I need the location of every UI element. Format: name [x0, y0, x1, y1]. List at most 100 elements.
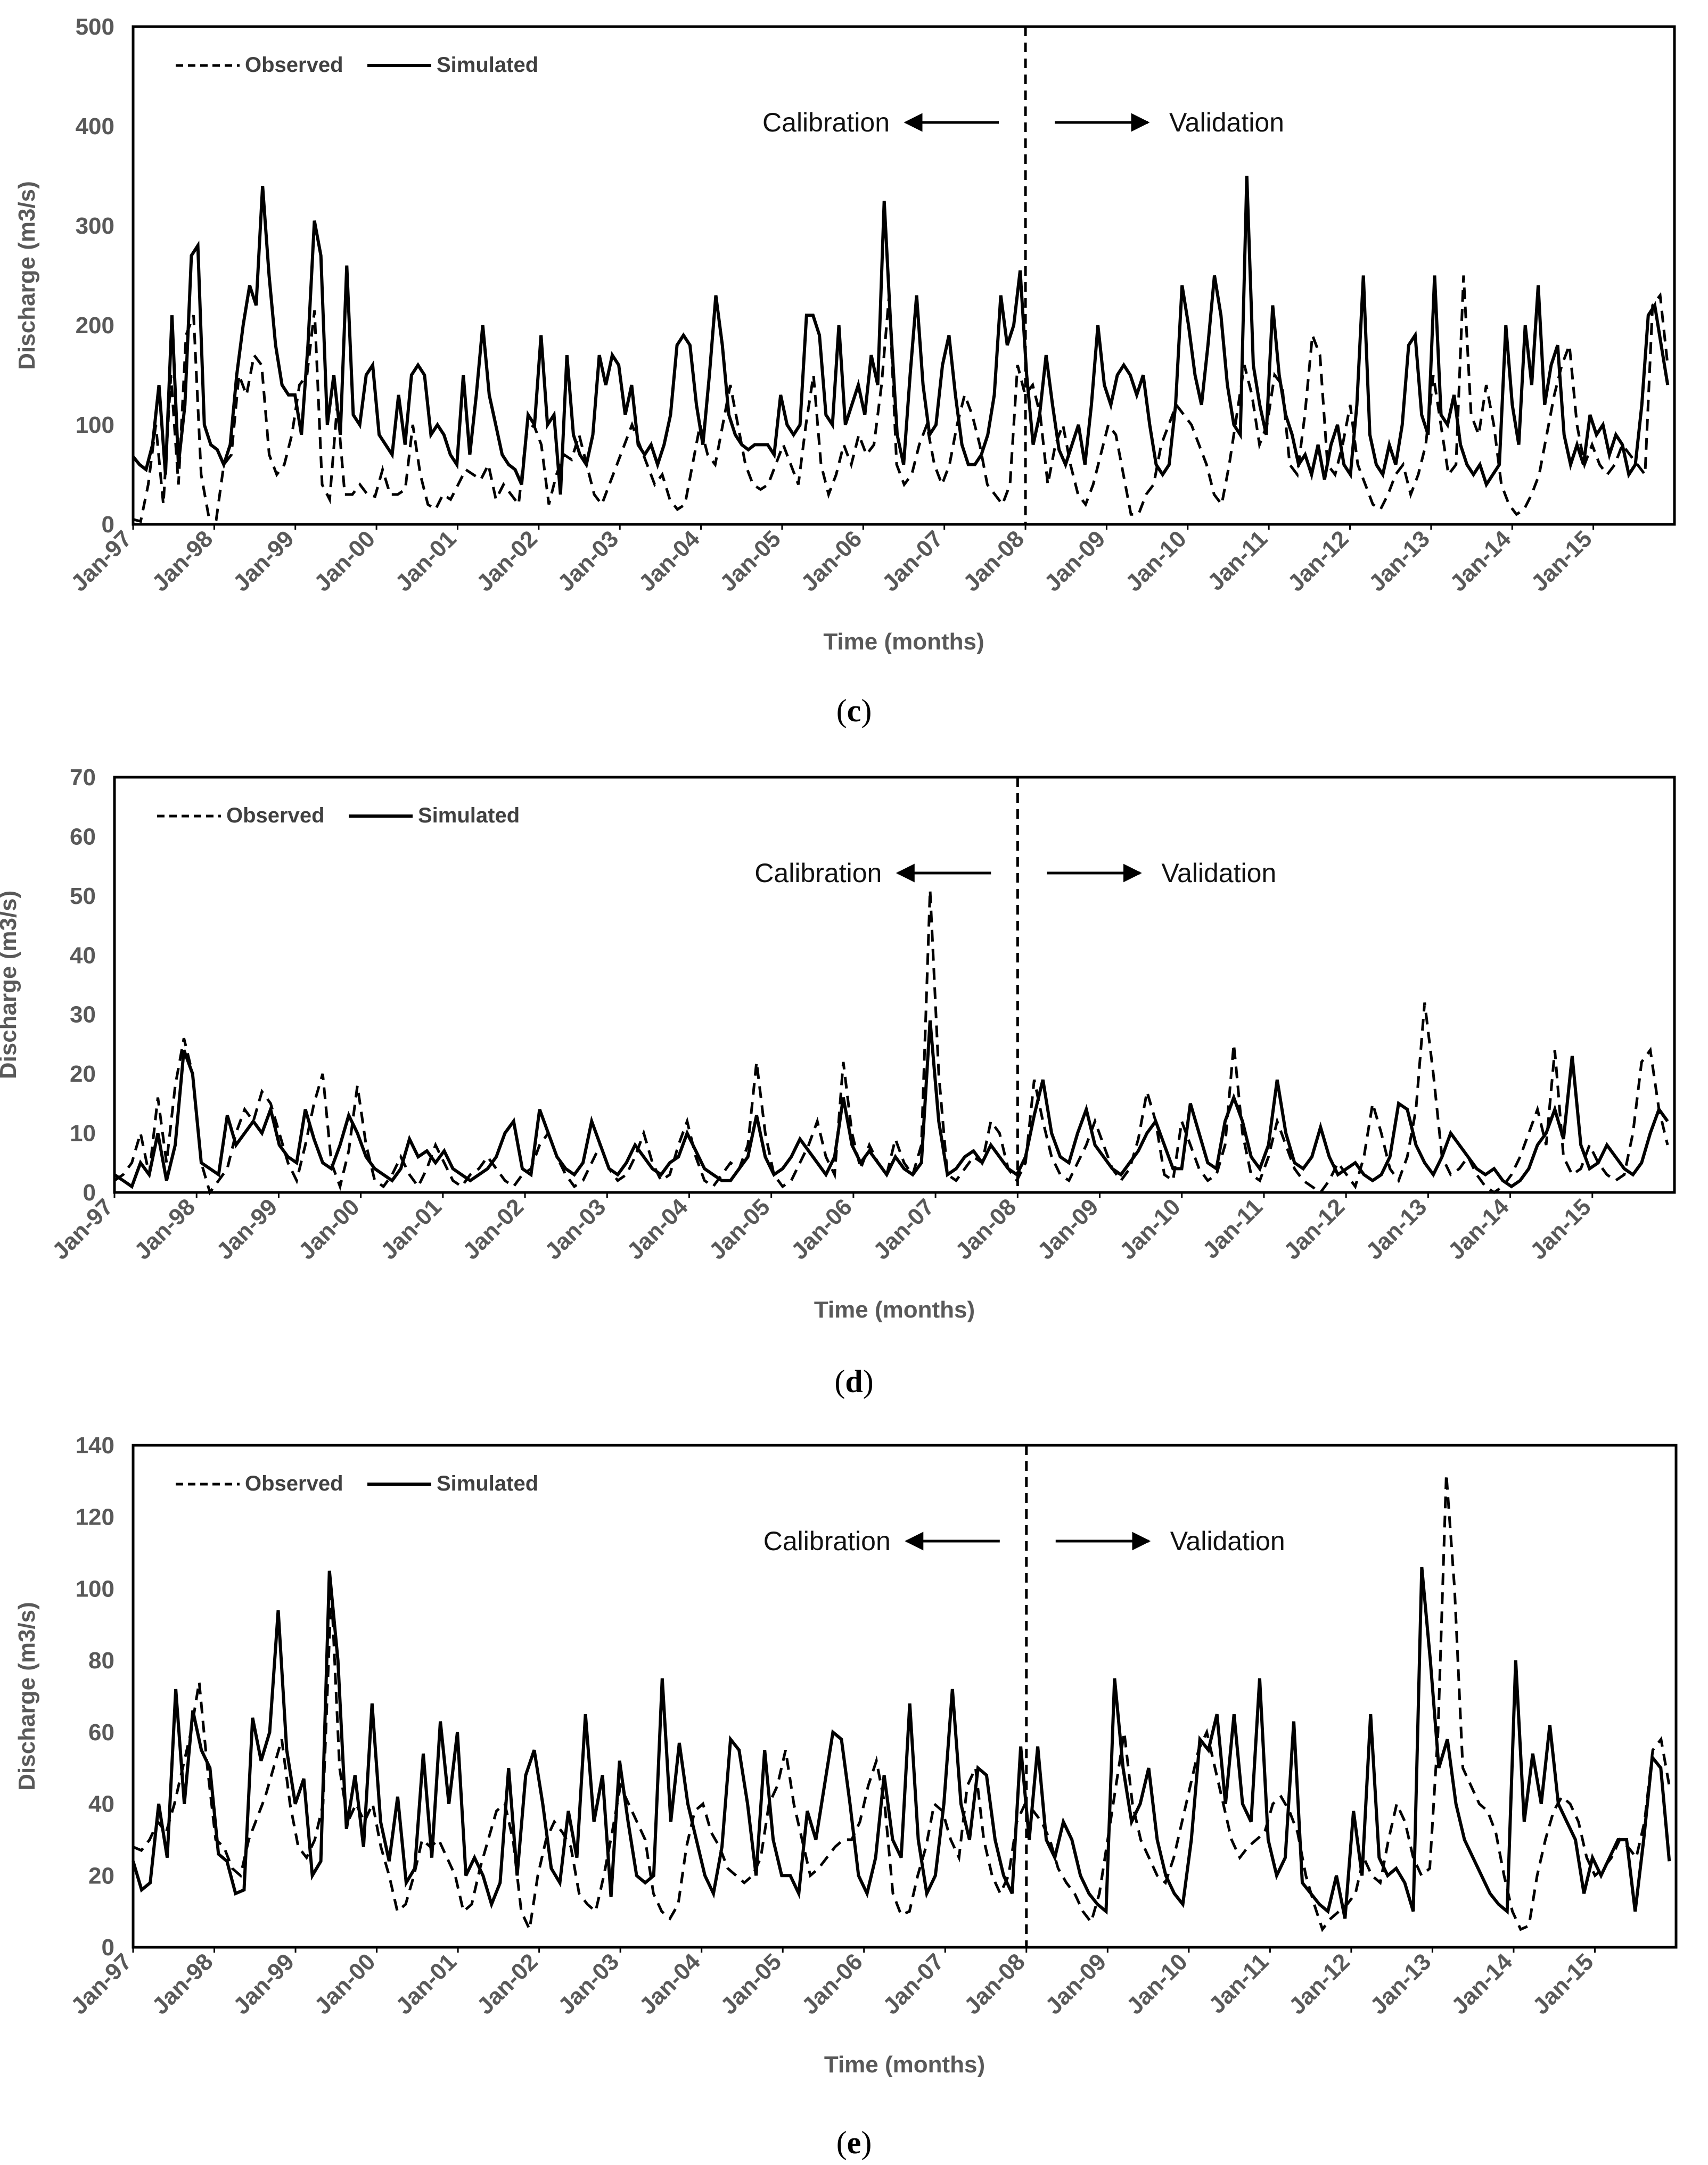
x-axis-ticks: Jan-97 Jan-98 Jan-99 Jan-00 Jan-01 Jan-02 Jan-…	[66, 524, 1597, 597]
legend-simulated-label: Simulated	[437, 1472, 538, 1495]
legend-simulated-label: Simulated	[437, 53, 538, 77]
y-tick-label: 100	[76, 412, 114, 438]
x-tick-label: Jan-06	[786, 1193, 857, 1264]
x-tick-label: Jan-00	[309, 525, 380, 596]
y-axis-title: Discharge (m3/s)	[14, 1602, 40, 1791]
x-tick-label: Jan-03	[553, 1948, 624, 2019]
plot-frame	[132, 25, 1676, 526]
panel-c: 0 100 200 300 400 500 Jan-97 Jan-98 Jan-99 Jan-0…	[14, 14, 1676, 728]
x-tick-label: Jan-11	[1198, 1193, 1268, 1264]
caption-letter: e	[847, 2125, 861, 2160]
panel-caption: (c)	[836, 693, 872, 728]
legend-observed-label: Observed	[245, 53, 343, 77]
x-tick-label: Jan-08	[950, 1193, 1021, 1264]
x-tick-label: Jan-02	[458, 1193, 529, 1264]
x-tick-label: Jan-99	[211, 1193, 282, 1264]
caption-letter: c	[847, 693, 861, 728]
x-tick-label: Jan-98	[129, 1193, 200, 1264]
y-axis-ticks: 0 20 40 60 80 100 120 140	[76, 1433, 114, 1961]
x-tick-label: Jan-03	[540, 1193, 611, 1264]
x-tick-label: Jan-14	[1443, 1193, 1514, 1265]
y-axis-title: Discharge (m3/s)	[0, 891, 21, 1080]
y-tick-label: 60	[88, 1719, 114, 1746]
plot-frame	[132, 1444, 1678, 1949]
x-tick-label: Jan-04	[635, 1948, 706, 2020]
y-tick-label: 100	[76, 1576, 114, 1602]
calibration-label: Calibration	[762, 108, 890, 137]
panel-caption: (e)	[836, 2125, 872, 2160]
x-tick-label: Jan-13	[1361, 1193, 1432, 1264]
x-tick-label: Jan-12	[1279, 1193, 1350, 1264]
caption-letter: d	[845, 1364, 863, 1399]
y-tick-label: 70	[70, 764, 96, 791]
simulated-series-line	[113, 1020, 1669, 1189]
legend-observed-label: Observed	[226, 804, 325, 827]
x-tick-label: Jan-05	[704, 1193, 775, 1264]
y-tick-label: 0	[102, 1934, 114, 1961]
y-tick-label: 20	[88, 1863, 114, 1889]
x-tick-label: Jan-10	[1115, 1193, 1186, 1264]
y-tick-label: 0	[83, 1180, 96, 1206]
x-axis-title: Time (months)	[814, 1297, 975, 1323]
x-tick-label: Jan-01	[390, 525, 461, 596]
x-tick-label: Jan-12	[1283, 525, 1353, 596]
x-tick-label: Jan-00	[293, 1193, 364, 1264]
x-tick-label: Jan-01	[376, 1193, 447, 1264]
y-tick-label: 40	[70, 942, 96, 968]
observed-series-line	[133, 1473, 1671, 1934]
x-tick-label: Jan-08	[959, 1948, 1030, 2019]
y-tick-label: 40	[88, 1791, 114, 1817]
simulated-series-line	[132, 1567, 1671, 1919]
y-axis-ticks: 0 100 200 300 400 500	[76, 14, 114, 538]
x-tick-label: Jan-06	[797, 1948, 868, 2019]
panel-e: 0 20 40 60 80 100 120 140 Jan-97 Jan-98 Jan-99 Jan…	[14, 1433, 1678, 2160]
x-tick-label: Jan-04	[634, 525, 705, 597]
x-tick-label: Jan-09	[1039, 525, 1110, 596]
x-tick-label: Jan-05	[715, 525, 786, 596]
y-tick-label: 10	[70, 1121, 96, 1147]
validation-label: Validation	[1170, 1526, 1285, 1556]
x-tick-label: Jan-14	[1447, 1948, 1518, 2020]
x-tick-label: Jan-15	[1525, 1193, 1596, 1264]
x-tick-label: Jan-98	[147, 525, 218, 596]
x-tick-label: Jan-10	[1121, 525, 1192, 596]
y-tick-label: 120	[76, 1504, 114, 1530]
x-tick-label: Jan-98	[147, 1948, 218, 2019]
panel-d: 0 10 20 30 40 50 60 70 Jan-97 Jan-98 Jan-99 Jan-00…	[0, 764, 1676, 1399]
legend-simulated-label: Simulated	[418, 804, 520, 827]
y-tick-label: 140	[76, 1433, 114, 1459]
legend-observed-label: Observed	[245, 1472, 343, 1495]
x-tick-label: Jan-04	[622, 1193, 693, 1265]
validation-label: Validation	[1169, 108, 1284, 137]
x-tick-label: Jan-10	[1122, 1948, 1193, 2019]
x-tick-label: Jan-13	[1364, 525, 1435, 596]
x-tick-label: Jan-99	[228, 525, 299, 596]
validation-label: Validation	[1161, 858, 1276, 888]
observed-series-line	[113, 890, 1669, 1196]
x-tick-label: Jan-15	[1528, 1948, 1598, 2019]
x-axis-title: Time (months)	[823, 629, 984, 655]
x-tick-label: Jan-07	[868, 1193, 939, 1264]
x-tick-label: Jan-99	[228, 1948, 299, 2019]
x-axis-ticks: Jan-97 Jan-98 Jan-99 Jan-00 Jan-01 Jan-02 Jan-…	[47, 1192, 1596, 1265]
x-tick-label: Jan-09	[1040, 1948, 1111, 2019]
x-tick-label: Jan-11	[1203, 525, 1273, 596]
x-tick-label: Jan-12	[1284, 1948, 1355, 2019]
y-axis-title: Discharge (m3/s)	[14, 181, 40, 370]
y-tick-label: 200	[76, 312, 114, 339]
y-tick-label: 0	[102, 512, 114, 538]
y-tick-label: 50	[70, 883, 96, 909]
y-tick-label: 80	[88, 1648, 114, 1674]
x-tick-label: Jan-11	[1204, 1948, 1274, 2019]
x-axis-title: Time (months)	[824, 2052, 985, 2078]
x-tick-label: Jan-07	[877, 525, 948, 596]
x-tick-label: Jan-00	[309, 1948, 380, 2019]
y-tick-label: 20	[70, 1061, 96, 1087]
simulated-series-line	[132, 176, 1670, 495]
y-tick-label: 30	[70, 1002, 96, 1028]
y-tick-label: 300	[76, 213, 114, 239]
x-tick-label: Jan-15	[1526, 525, 1597, 596]
x-tick-label: Jan-08	[958, 525, 1029, 596]
x-tick-label: Jan-13	[1365, 1948, 1436, 2019]
